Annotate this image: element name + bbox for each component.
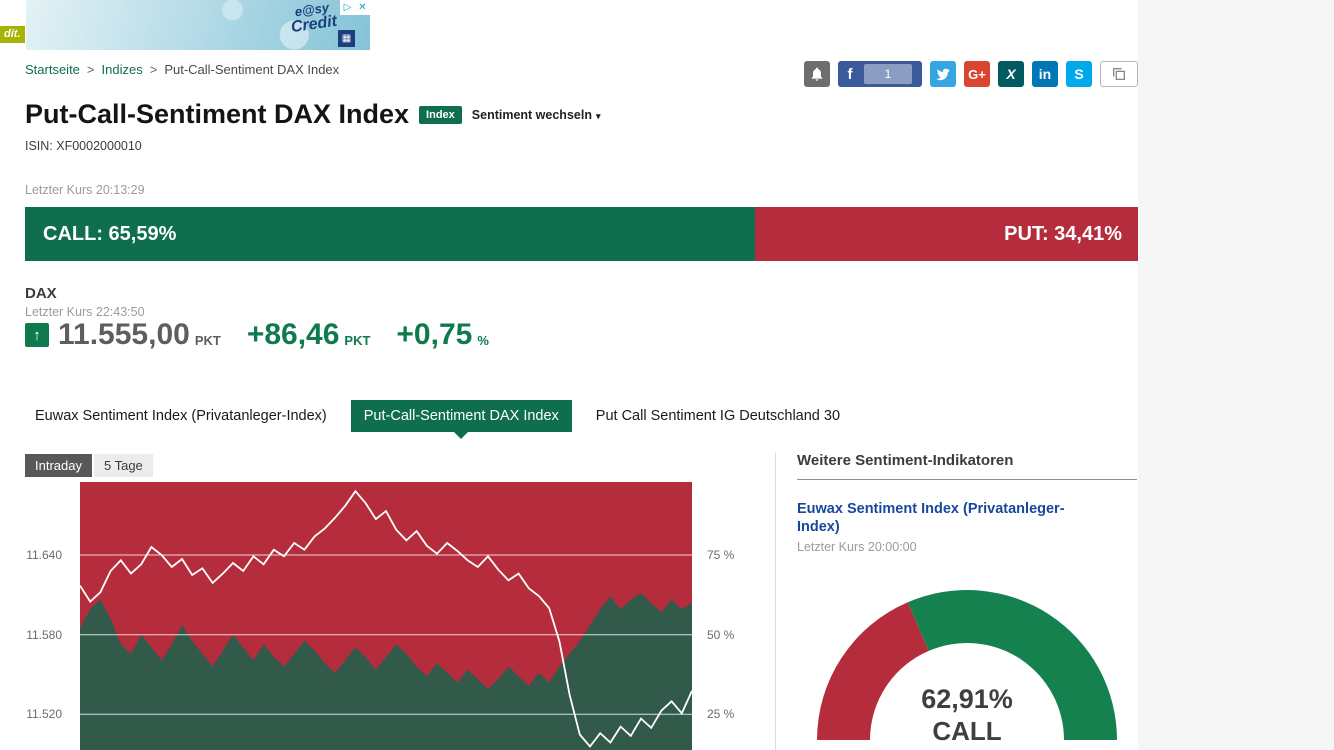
facebook-icon: f bbox=[847, 65, 853, 83]
isin-label: ISIN: XF0002000010 bbox=[25, 139, 142, 153]
intraday-sentiment-chart bbox=[80, 482, 692, 750]
left-axis-tick-11640: 11.640 bbox=[26, 548, 62, 562]
page-background-strip bbox=[1138, 0, 1334, 750]
euwax-sentiment-link[interactable]: Euwax Sentiment Index (Privatanleger-Ind… bbox=[797, 501, 1065, 536]
instrument-type-badge: Index bbox=[419, 106, 462, 124]
twitter-bird-icon bbox=[936, 68, 950, 81]
ad-creative[interactable]: e@sy Credit ▷ ✕ ▦ bbox=[26, 0, 370, 50]
tab-euwax-sentiment[interactable]: Euwax Sentiment Index (Privatanleger-Ind… bbox=[35, 408, 327, 424]
page-title: Put-Call-Sentiment DAX Index bbox=[25, 99, 410, 129]
dax-change-percent-unit: % bbox=[477, 333, 489, 348]
put-segment: PUT: 34,41% bbox=[755, 207, 1138, 261]
ad-corner-text: dit. bbox=[0, 26, 25, 43]
dax-last-price-timestamp: Letzter Kurs 22:43:50 bbox=[25, 305, 145, 319]
skype-icon: S bbox=[1074, 66, 1084, 82]
copy-link-button[interactable] bbox=[1100, 61, 1138, 87]
skype-share-button[interactable]: S bbox=[1066, 61, 1092, 87]
euwax-last-price-timestamp: Letzter Kurs 20:00:00 bbox=[797, 540, 917, 554]
range-tab-intraday[interactable]: Intraday bbox=[25, 454, 92, 477]
underlying-name: DAX bbox=[25, 285, 57, 302]
left-axis-tick-11520: 11.520 bbox=[26, 707, 62, 721]
right-axis-tick-25: 25 % bbox=[707, 707, 735, 721]
up-arrow-icon: ↑ bbox=[25, 323, 49, 347]
right-axis-tick-50: 50 % bbox=[707, 628, 735, 642]
facebook-share-button[interactable]: f 1 bbox=[838, 61, 922, 87]
call-label: CALL: 65,59% bbox=[43, 222, 177, 245]
adchoices-icon[interactable]: ▷ bbox=[340, 0, 355, 15]
last-price-timestamp: Letzter Kurs 20:13:29 bbox=[25, 183, 145, 197]
facebook-share-count: 1 bbox=[864, 64, 912, 84]
put-label: PUT: 34,41% bbox=[1004, 222, 1122, 245]
breadcrumb-separator: > bbox=[149, 62, 158, 77]
dax-change-percent: +0,75 bbox=[396, 318, 473, 351]
right-axis-tick-75: 75 % bbox=[707, 548, 735, 562]
chart-range-tabs: Intraday 5 Tage bbox=[25, 454, 153, 477]
breadcrumb-separator: > bbox=[86, 62, 95, 77]
google-plus-share-button[interactable]: G+ bbox=[964, 61, 990, 87]
xing-icon: X bbox=[1006, 66, 1016, 82]
page-header: Put-Call-Sentiment DAX Index Index Senti… bbox=[25, 99, 601, 130]
notifications-button[interactable] bbox=[804, 61, 830, 87]
dax-change-absolute-unit: PKT bbox=[344, 333, 371, 348]
tab-put-call-sentiment-dax[interactable]: Put-Call-Sentiment DAX Index bbox=[350, 400, 572, 439]
call-put-sentiment-bar: CALL: 65,59% PUT: 34,41% bbox=[25, 207, 1138, 261]
google-plus-icon: G+ bbox=[968, 66, 986, 82]
ad-banner: dit. e@sy Credit ▷ ✕ ▦ bbox=[0, 0, 370, 50]
breadcrumb-link-indizes[interactable]: Indizes bbox=[101, 62, 143, 77]
dax-price: 11.555,00 bbox=[58, 318, 190, 351]
euwax-sentiment-gauge bbox=[817, 590, 1117, 740]
social-share-bar: f 1 G+ X in S bbox=[804, 61, 1138, 87]
breadcrumb-current: Put-Call-Sentiment DAX Index bbox=[164, 62, 340, 77]
bell-icon bbox=[811, 67, 823, 81]
xing-share-button[interactable]: X bbox=[998, 61, 1024, 87]
dax-change-absolute: +86,46 bbox=[246, 318, 340, 351]
linkedin-share-button[interactable]: in bbox=[1032, 61, 1058, 87]
easycredit-logo[interactable]: e@sy Credit bbox=[288, 0, 338, 37]
vertical-divider bbox=[775, 452, 776, 750]
gauge-call-label: CALL bbox=[932, 716, 1002, 746]
gauge-value: 62,91% bbox=[921, 684, 1013, 714]
range-tab-5-tage[interactable]: 5 Tage bbox=[93, 454, 153, 477]
breadcrumb: Startseite > Indizes > Put-Call-Sentiment DA… bbox=[25, 62, 339, 77]
ad-close-icon[interactable]: ✕ bbox=[355, 0, 370, 15]
sentiment-switcher-dropdown[interactable]: Sentiment wechseln ▾ bbox=[472, 108, 601, 122]
advertiser-logo: ▦ bbox=[338, 30, 355, 47]
sidebar-heading: Weitere Sentiment-Indikatoren bbox=[797, 452, 1137, 480]
dax-price-unit: PKT bbox=[194, 333, 221, 348]
dax-quote: ↑ 11.555,00 PKT +86,46 PKT +0,75 % bbox=[25, 320, 489, 350]
breadcrumb-link-startseite[interactable]: Startseite bbox=[25, 62, 80, 77]
chevron-down-icon: ▾ bbox=[595, 111, 601, 121]
sentiment-switcher-label: Sentiment wechseln bbox=[471, 108, 592, 122]
copy-icon bbox=[1113, 68, 1125, 80]
sentiment-tabs: Euwax Sentiment Index (Privatanleger-Ind… bbox=[25, 400, 850, 439]
call-segment: CALL: 65,59% bbox=[25, 207, 756, 261]
tab-put-call-sentiment-ig[interactable]: Put Call Sentiment IG Deutschland 30 bbox=[595, 408, 841, 424]
linkedin-icon: in bbox=[1038, 66, 1052, 82]
left-axis-tick-11580: 11.580 bbox=[26, 628, 62, 642]
twitter-share-button[interactable] bbox=[930, 61, 956, 87]
